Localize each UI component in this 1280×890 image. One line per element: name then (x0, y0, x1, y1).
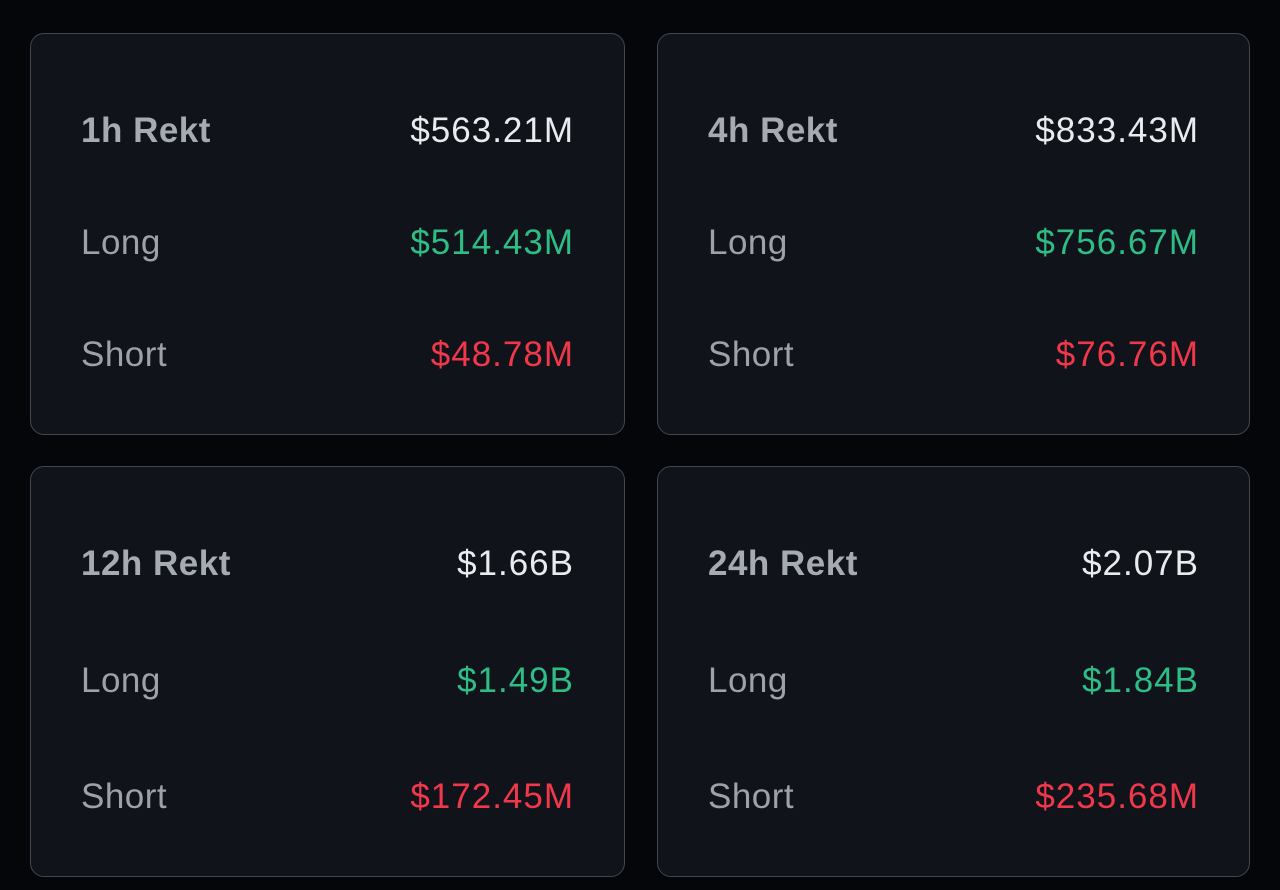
long-label: Long (708, 660, 788, 700)
total-value: $2.07B (1082, 544, 1199, 583)
short-row: Short $48.78M (81, 334, 574, 376)
rekt-total-row: 4h Rekt $833.43M (708, 110, 1199, 152)
long-value: $1.49B (457, 660, 574, 700)
rekt-total-row: 1h Rekt $563.21M (81, 110, 574, 152)
rekt-cards-grid: 1h Rekt $563.21M Long $514.43M Short $48… (30, 33, 1250, 877)
long-value: $756.67M (1035, 223, 1199, 262)
short-label: Short (81, 777, 168, 816)
long-row: Long $756.67M (708, 222, 1199, 264)
long-label: Long (81, 223, 161, 262)
rekt-card-12h: 12h Rekt $1.66B Long $1.49B Short $172.4… (30, 466, 625, 877)
short-row: Short $76.76M (708, 334, 1199, 376)
long-row: Long $514.43M (81, 222, 574, 264)
card-title: 24h Rekt (708, 544, 858, 583)
short-label: Short (708, 335, 795, 374)
rekt-card-24h: 24h Rekt $2.07B Long $1.84B Short $235.6… (657, 466, 1250, 877)
card-title: 12h Rekt (81, 544, 231, 583)
rekt-total-row: 12h Rekt $1.66B (81, 543, 574, 585)
short-value: $235.68M (1035, 777, 1199, 816)
short-label: Short (708, 777, 795, 816)
long-label: Long (708, 223, 788, 262)
long-row: Long $1.84B (708, 660, 1199, 702)
long-value: $514.43M (410, 223, 574, 262)
rekt-card-4h: 4h Rekt $833.43M Long $756.67M Short $76… (657, 33, 1250, 435)
short-row: Short $172.45M (81, 776, 574, 818)
short-value: $172.45M (410, 777, 574, 816)
short-value: $76.76M (1055, 335, 1199, 374)
short-row: Short $235.68M (708, 776, 1199, 818)
short-label: Short (81, 335, 168, 374)
short-value: $48.78M (430, 335, 574, 374)
long-row: Long $1.49B (81, 660, 574, 702)
total-value: $833.43M (1035, 111, 1199, 150)
long-value: $1.84B (1082, 660, 1199, 700)
card-title: 4h Rekt (708, 111, 838, 150)
card-title: 1h Rekt (81, 111, 211, 150)
rekt-total-row: 24h Rekt $2.07B (708, 543, 1199, 585)
long-label: Long (81, 660, 161, 700)
total-value: $1.66B (457, 544, 574, 583)
total-value: $563.21M (410, 111, 574, 150)
rekt-card-1h: 1h Rekt $563.21M Long $514.43M Short $48… (30, 33, 625, 435)
